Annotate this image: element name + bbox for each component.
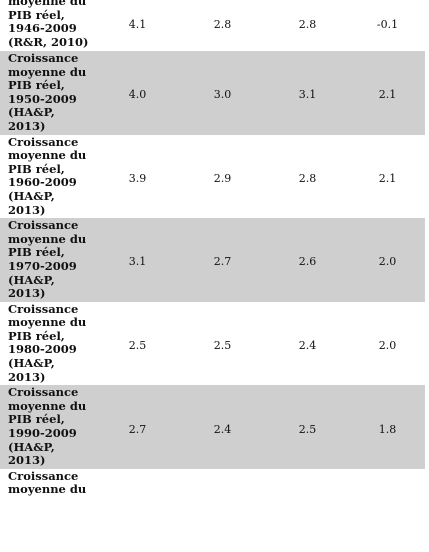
cell-value: 1.8: [350, 385, 425, 469]
cell-value: 3.1: [265, 51, 350, 135]
cell-value: 4.1: [128, 18, 147, 31]
cell-value: 3.1: [95, 218, 180, 302]
cell-value: 2.8: [298, 18, 317, 31]
cell-value: -0.1: [376, 18, 399, 31]
cell-value: 2.6: [265, 218, 350, 302]
cell-value: 2.8: [298, 171, 317, 185]
cell-value: 2.4: [180, 385, 265, 469]
cell-value: 2.5: [213, 338, 232, 352]
cell-value: [180, 469, 265, 552]
cell-value: 3.0: [180, 51, 265, 135]
cell-value: [265, 469, 350, 552]
row-label: Croissance moyenne du PIB réel, 1970-200…: [0, 218, 95, 302]
row-label: moyenne du PIB réel, 1946-2009 (R&R, 201…: [8, 0, 89, 49]
table-row: Croissance moyenne du PIB réel, 1960-200…: [0, 135, 425, 219]
cell-value: 2.4: [298, 338, 317, 352]
cell-value: 2.9: [213, 171, 232, 185]
cell-value: 2.5: [128, 338, 147, 352]
cell-value: 2.0: [350, 218, 425, 302]
cell-value: 2.5: [265, 385, 350, 469]
cell-value: 2.1: [350, 51, 425, 135]
cell-value: 3.9: [128, 171, 147, 185]
cell-value: [95, 469, 180, 552]
cell-value: 2.7: [95, 385, 180, 469]
cell-value: 2.0: [378, 338, 397, 352]
table-row: Croissance moyenne du PIB réel, 1990-200…: [0, 385, 425, 469]
table-row: Croissance moyenne du PIB réel, 1980-200…: [0, 302, 425, 386]
table-row: moyenne du PIB réel, 1946-2009 (R&R, 201…: [0, 0, 425, 51]
cell-value: 2.1: [378, 171, 397, 185]
row-label: Croissance moyenne du PIB réel, 1960-200…: [8, 134, 87, 217]
table-row: Croissance moyenne du PIB réel, 1950-200…: [0, 51, 425, 135]
row-label: Croissance moyenne du PIB réel, 1950-200…: [0, 51, 95, 135]
cell-value: 2.8: [213, 18, 232, 31]
table-row: Croissance moyenne du: [0, 469, 425, 552]
cell-value: 2.7: [180, 218, 265, 302]
cell-value: 4.0: [95, 51, 180, 135]
row-label: Croissance moyenne du: [8, 468, 87, 497]
cell-value: [350, 469, 425, 552]
table-row: Croissance moyenne du PIB réel, 1970-200…: [0, 218, 425, 302]
row-label: Croissance moyenne du PIB réel, 1990-200…: [0, 385, 95, 469]
row-label: Croissance moyenne du PIB réel, 1980-200…: [8, 301, 87, 384]
